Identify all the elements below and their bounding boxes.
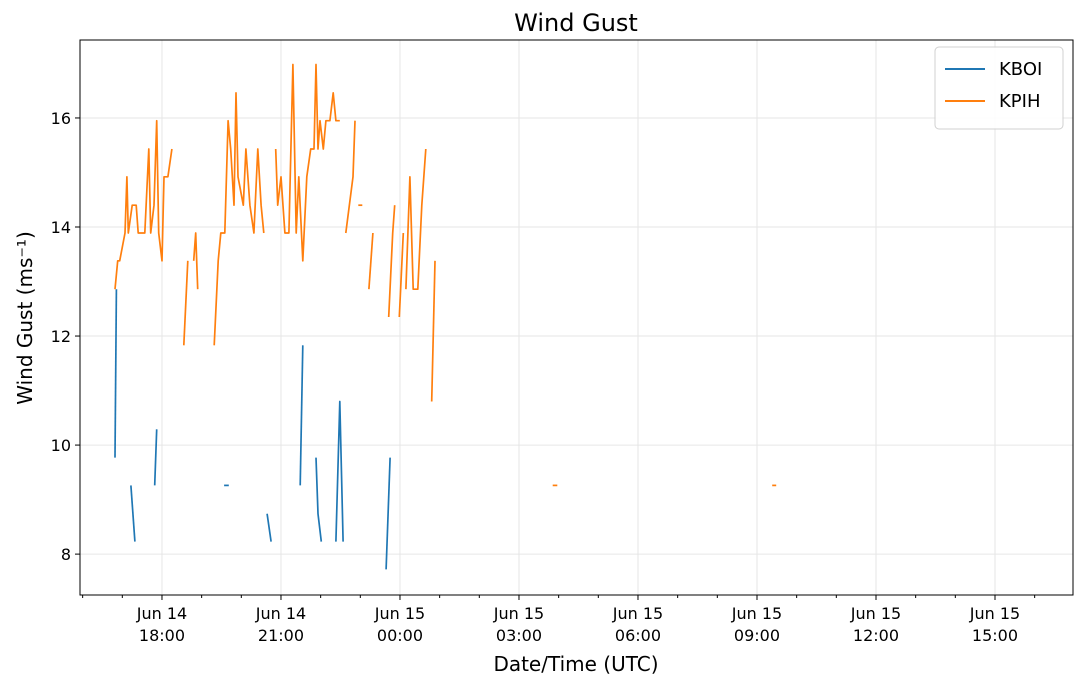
y-tick-label: 14 bbox=[51, 218, 71, 237]
x-tick-label: Jun 14 18:00 bbox=[136, 604, 187, 645]
y-tick-label: 10 bbox=[51, 436, 71, 455]
series-line bbox=[430, 260, 436, 402]
series-line bbox=[368, 232, 374, 290]
y-tick-label: 12 bbox=[51, 327, 71, 346]
series-line bbox=[130, 485, 136, 542]
series-line bbox=[385, 457, 391, 570]
legend-label: KPIH bbox=[999, 91, 1041, 112]
x-tick-label: Jun 15 09:00 bbox=[731, 604, 782, 645]
series-line bbox=[274, 63, 340, 262]
series-line bbox=[405, 148, 427, 291]
y-tick-label: 8 bbox=[61, 545, 71, 564]
x-tick-label: Jun 15 00:00 bbox=[374, 604, 425, 645]
series-line bbox=[387, 205, 396, 318]
legend-box bbox=[934, 46, 1064, 130]
series-line bbox=[153, 429, 158, 486]
x-tick-label: Jun 15 15:00 bbox=[969, 604, 1020, 645]
y-tick-label: 16 bbox=[51, 109, 71, 128]
series-line bbox=[266, 513, 272, 542]
series-line bbox=[315, 457, 323, 542]
series-line bbox=[114, 289, 118, 458]
x-axis-label: Date/Time (UTC) bbox=[493, 652, 658, 676]
x-tick-label: Jun 14 21:00 bbox=[255, 604, 306, 645]
series-line bbox=[344, 120, 356, 234]
x-tick-label: Jun 15 12:00 bbox=[850, 604, 901, 645]
series-line bbox=[398, 232, 405, 318]
series-line bbox=[299, 345, 304, 486]
series-line bbox=[114, 119, 173, 290]
x-tick-label: Jun 15 06:00 bbox=[612, 604, 663, 645]
y-axis-label: Wind Gust (ms⁻¹) bbox=[13, 231, 37, 405]
series-line bbox=[182, 260, 189, 346]
legend-label: KBOI bbox=[999, 59, 1042, 80]
plot-frame bbox=[79, 39, 1074, 596]
series-line bbox=[335, 400, 344, 542]
x-tick-label: Jun 15 03:00 bbox=[493, 604, 544, 645]
series-line bbox=[192, 232, 199, 290]
series-line bbox=[213, 92, 265, 346]
chart-title: Wind Gust bbox=[514, 9, 638, 37]
